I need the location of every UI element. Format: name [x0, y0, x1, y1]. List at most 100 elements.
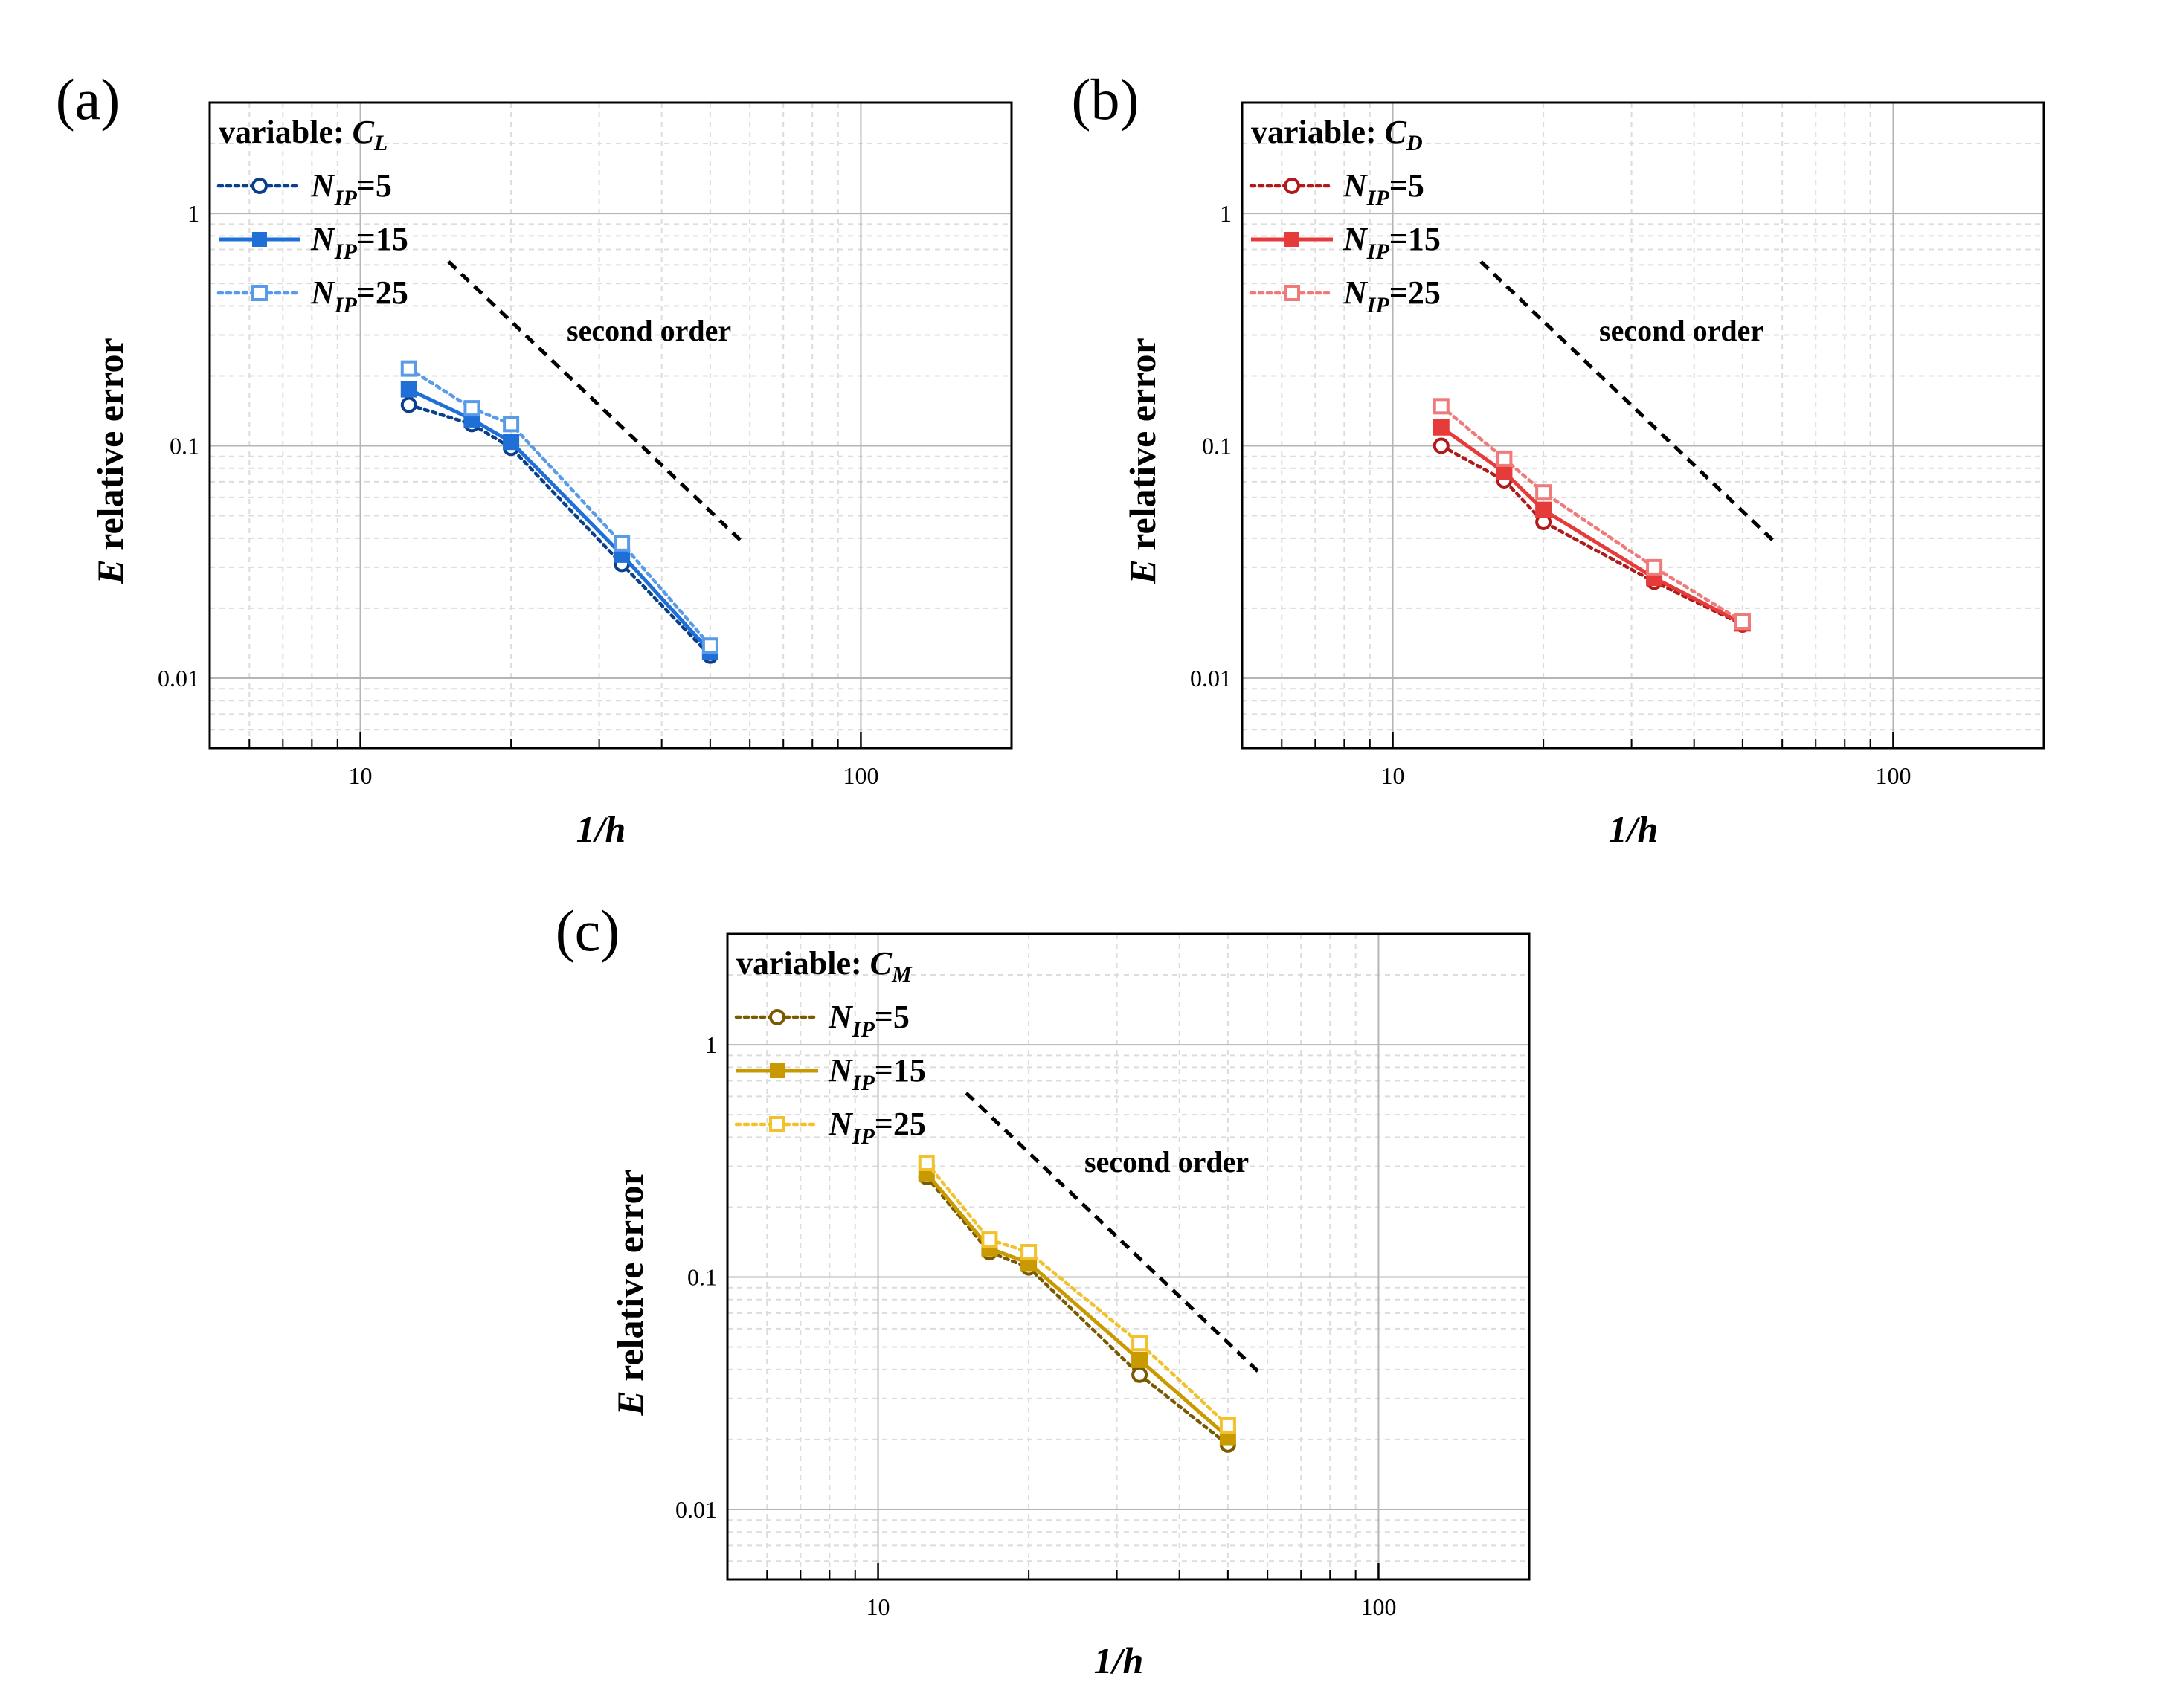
legend-entry-suffix: =15 — [357, 221, 408, 257]
data-point — [1535, 484, 1552, 501]
series-3 — [400, 360, 718, 654]
legend-entry-suffix: =25 — [357, 274, 408, 311]
y-axis-title-text: relative error — [1122, 338, 1163, 559]
legend-title-sub: D — [1406, 131, 1423, 155]
legend-swatch-marker — [1284, 232, 1299, 247]
data-point — [1496, 463, 1513, 480]
legend-entry-suffix: =15 — [1389, 221, 1441, 257]
data-point — [1496, 450, 1513, 467]
legend-entry-label: NIP=15 — [1343, 221, 1441, 264]
y-axis-title-text: relative error — [89, 338, 131, 559]
legend-title-sub: M — [891, 962, 913, 987]
data-point — [1433, 398, 1450, 415]
y-axis-title-text: relative error — [609, 1169, 651, 1390]
legend-title: variable: CM — [736, 945, 913, 987]
x-tick-label: 100 — [1360, 1593, 1396, 1620]
data-point — [701, 637, 718, 654]
y-axis-title: E relative error — [1122, 338, 1163, 584]
legend-entry-label: NIP=15 — [828, 1052, 926, 1095]
legend-swatch-marker — [1284, 178, 1300, 194]
plot-frame — [726, 932, 1531, 1581]
legend-entry-label: NIP=15 — [310, 221, 408, 264]
legend-entry-suffix: =25 — [1389, 274, 1441, 311]
legend-entry-sub: IP — [334, 239, 358, 264]
legend-entry-suffix: =5 — [1389, 167, 1424, 204]
second-order-reference-line — [1479, 260, 1776, 544]
legend-entry-main: N — [1343, 221, 1369, 257]
reference-label: second order — [567, 314, 731, 347]
chart-panel-1: 10 100 0.01 0.1 1 (a) 1/h E relative error secon… — [56, 67, 1013, 850]
legend-swatch-marker — [251, 285, 268, 301]
x-tick-label: 10 — [866, 1593, 890, 1620]
legend-entry-label: NIP=25 — [310, 274, 408, 318]
legend-title-var: C — [353, 114, 375, 150]
legend-entry-label: NIP=5 — [1343, 167, 1424, 210]
legend-entry-suffix: =5 — [875, 999, 910, 1035]
legend-swatch-marker — [769, 1009, 785, 1025]
data-point — [614, 535, 631, 552]
legend-entry-label: NIP=5 — [310, 167, 392, 210]
legend-title-prefix: variable: — [736, 945, 870, 982]
legend-entry-main: N — [1343, 167, 1369, 204]
x-axis-title: 1/h — [1609, 808, 1659, 850]
series-1 — [400, 396, 718, 664]
y-axis-title-symbol: E — [609, 1390, 651, 1416]
legend-entry-sub: IP — [1366, 186, 1390, 210]
legend-entry-main: N — [828, 1052, 854, 1089]
x-axis-title: 1/h — [1094, 1640, 1144, 1681]
legend-title-prefix: variable: — [219, 114, 353, 150]
data-point — [1131, 1335, 1148, 1352]
y-axis-title: E relative error — [89, 338, 131, 584]
y-tick-label: 0.1 — [170, 433, 199, 460]
legend-entry-sub: IP — [852, 1124, 875, 1149]
legend-swatch-marker — [251, 178, 268, 194]
data-point — [1131, 1351, 1148, 1368]
y-tick-label: 0.1 — [1202, 433, 1232, 460]
x-tick-label: 10 — [1381, 762, 1405, 789]
chart-panel-3: 10 100 0.01 0.1 1 (c) 1/h E relative error secon… — [556, 898, 1531, 1681]
data-point — [400, 360, 417, 377]
legend-title: variable: CD — [1251, 114, 1423, 155]
y-tick-label: 0.1 — [687, 1264, 717, 1291]
second-order-reference-line — [447, 260, 744, 544]
x-tick-label: 10 — [349, 762, 373, 789]
x-tick-label: 100 — [1875, 762, 1911, 789]
reference-label: second order — [1084, 1145, 1249, 1179]
y-axis-title-symbol: E — [89, 559, 131, 584]
series-line — [408, 387, 712, 654]
data-point — [400, 381, 417, 398]
legend-entry-label: NIP=5 — [828, 999, 910, 1042]
y-tick-label: 1 — [705, 1031, 717, 1058]
legend-entry-sub: IP — [334, 293, 358, 318]
legend-title-prefix: variable: — [1251, 114, 1385, 150]
data-point — [981, 1231, 998, 1248]
panel-label: (b) — [1072, 67, 1139, 132]
series-line — [925, 1161, 1230, 1428]
data-point — [400, 396, 417, 413]
legend-entry-main: N — [828, 999, 854, 1035]
legend-title: variable: CL — [219, 114, 388, 155]
reference-label: second order — [1599, 314, 1763, 347]
data-point — [918, 1154, 935, 1171]
legend-entry-sub: IP — [334, 186, 358, 210]
series-2 — [400, 381, 718, 660]
second-order-reference-line — [965, 1092, 1261, 1375]
legend-swatch-marker — [769, 1116, 785, 1132]
legend-entry-main: N — [310, 221, 336, 257]
series-line — [1439, 405, 1745, 624]
legend-entry-main: N — [310, 167, 336, 204]
series-line — [925, 1172, 1229, 1439]
y-axis-title: E relative error — [609, 1169, 651, 1416]
legend-entry-label: NIP=25 — [1343, 274, 1441, 318]
panel-label: (a) — [56, 67, 120, 132]
series-line — [1439, 444, 1745, 627]
series-line — [407, 403, 713, 657]
chart-panel-2: 10 100 0.01 0.1 1 (b) 1/h E relative error secon… — [1072, 67, 2045, 850]
data-point — [463, 400, 480, 417]
legend-title-sub: L — [373, 131, 388, 155]
y-tick-label: 0.01 — [158, 665, 199, 692]
